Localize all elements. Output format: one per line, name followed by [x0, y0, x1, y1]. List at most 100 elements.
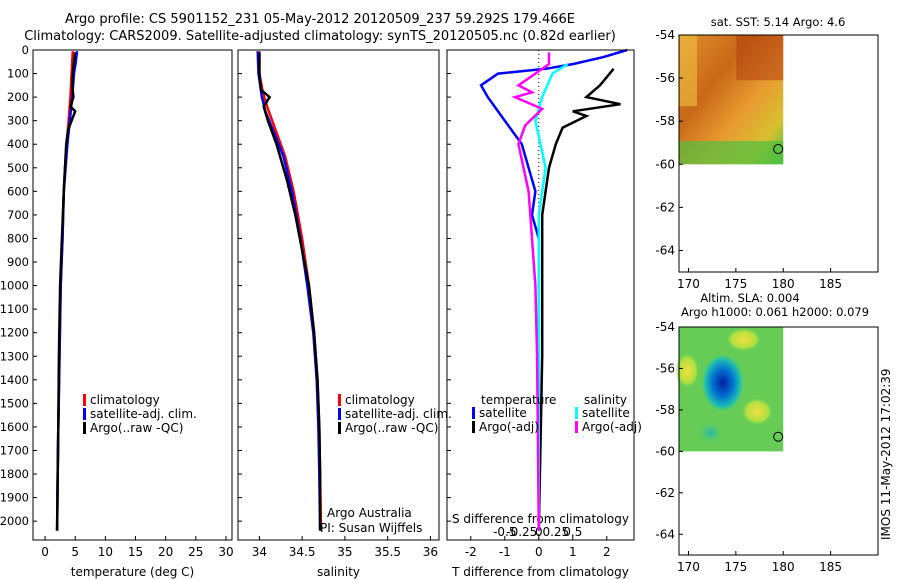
lat-tick-label: -60 — [655, 157, 675, 171]
sal-tick-label: 35.5 — [374, 545, 401, 559]
lon-tick-label: 170 — [677, 277, 700, 291]
sla-high-3 — [675, 352, 700, 389]
sst-map-axes — [678, 34, 879, 273]
depth-tick-label: 1000 — [0, 279, 29, 293]
lon-tick-label: 180 — [772, 560, 795, 574]
temperature-panel: 0100200300400500600700800900100011001200… — [0, 43, 234, 579]
depth-tick-label: 100 — [7, 67, 29, 81]
sal-legend-label-1: satellite-adj. clim. — [345, 407, 452, 421]
sal-tick-label: 34.5 — [289, 545, 316, 559]
sdiff-legend-swatch-1 — [575, 421, 578, 433]
sdiff-legend-swatch-0 — [575, 407, 578, 419]
lon-tick-label: 170 — [677, 560, 700, 574]
sst-map-panel: -54 -56 -58 -60 -62 -64 170 175 180 185 sat. SST: … — [655, 15, 879, 291]
lon-tick-label: 180 — [772, 277, 795, 291]
sal-legend-swatch-0 — [338, 394, 341, 406]
depth-tick-label: 1400 — [0, 373, 29, 387]
legend-temperature-title: temperature — [481, 393, 556, 407]
sla-map-axes — [678, 326, 879, 556]
tdiff-legend-swatch-1 — [472, 421, 475, 433]
tdiff-legend-swatch-0 — [472, 407, 475, 419]
sal-legend-label-0: climatology — [345, 393, 415, 407]
argo-position-marker — [773, 431, 784, 442]
lat-tick-label: -62 — [655, 486, 675, 500]
depth-tick-label: 1500 — [0, 396, 29, 410]
sst-patch — [679, 35, 697, 107]
sla-low — [700, 352, 745, 413]
sla-map-title: Altim. SLA: 0.004 — [700, 291, 799, 305]
difference-panel: -2 -1 0 1 2-0.5-0.250 0.250.5S difference fro… — [447, 48, 642, 579]
lat-tick-label: -62 — [655, 200, 675, 214]
argo-position-marker — [773, 144, 784, 155]
temp-tick-label: 5 — [71, 545, 79, 559]
temp-legend-swatch-0 — [83, 394, 86, 406]
tdiff-tick-label: -1 — [499, 545, 511, 559]
depth-tick-label: 200 — [7, 90, 29, 104]
temp-tick-label: 20 — [158, 545, 173, 559]
climatology-subtitle: Climatology: CARS2009. Satellite-adjuste… — [24, 29, 616, 44]
temp-tick-label: 0 — [41, 545, 49, 559]
tdiff-tick-label: 2 — [603, 545, 611, 559]
depth-tick-label: 800 — [7, 231, 29, 245]
sla-map-subtitle: Argo h1000: 0.061 h2000: 0.079 — [681, 305, 869, 319]
sdiff-legend-label-1: Argo(-adj) — [582, 420, 642, 434]
depth-tick-label: 600 — [7, 184, 29, 198]
lat-tick-label: -58 — [655, 114, 675, 128]
depth-tick-label: 1700 — [0, 443, 29, 457]
sdiff-tick-label: 0.5 — [563, 525, 582, 539]
tdiff-tick-label: 1 — [569, 545, 577, 559]
pi-label: PI: Susan Wijffels — [320, 521, 422, 535]
sal-legend-swatch-2 — [338, 422, 341, 434]
depth-tick-label: 500 — [7, 161, 29, 175]
sal-legend-label-2: Argo(..raw -QC) — [345, 421, 438, 435]
lat-tick-label: -54 — [655, 28, 675, 42]
sal-tick-label: 35 — [337, 545, 352, 559]
depth-tick-label: 700 — [7, 208, 29, 222]
tdiff-tick-label: -2 — [465, 545, 477, 559]
sla-high-1 — [725, 327, 762, 352]
depth-tick-label: 400 — [7, 137, 29, 151]
lat-tick-label: -56 — [655, 361, 675, 375]
lon-tick-label: 185 — [819, 560, 842, 574]
temp-tick-label: 30 — [218, 545, 233, 559]
sal-tick-label: 36 — [423, 545, 438, 559]
sdiff-tick-label: -0.5 — [493, 525, 516, 539]
sst-warm-patch — [736, 35, 784, 81]
sal-tick-label: 34 — [252, 545, 267, 559]
sdiff-tick-label: 0 — [535, 525, 543, 539]
sdiff-xlabel: S difference from climatology — [452, 512, 629, 526]
temp-legend-swatch-2 — [83, 422, 86, 434]
profile-title: Argo profile: CS 5901152_231 05-May-2012… — [65, 12, 575, 27]
series-line-0 — [479, 48, 628, 531]
tdiff-xlabel: T difference from climatology — [451, 565, 629, 579]
sal-legend-swatch-1 — [338, 408, 341, 420]
temperature-xlabel: temperature (deg C) — [71, 565, 194, 579]
series-line-2 — [55, 52, 77, 531]
depth-tick-label: 1300 — [0, 349, 29, 363]
lat-tick-label: -64 — [655, 243, 675, 257]
temp-tick-label: 15 — [128, 545, 143, 559]
legend-salinity-title: salinity — [584, 393, 627, 407]
tdiff-legend-label-1: Argo(-adj) — [479, 420, 539, 434]
salinity-axes — [237, 49, 440, 541]
sst-cool-patch — [679, 141, 784, 165]
sla-map-panel: -54 -56 -58 -60 -62 -64 170 175 180 185 Altim. SLA… — [655, 291, 879, 574]
side-stamp: IMOS 11-May-2012 17:02:39 — [879, 368, 893, 540]
lat-tick-label: -64 — [655, 527, 675, 541]
series-line-2 — [258, 52, 322, 531]
series-line-1 — [537, 68, 621, 531]
tdiff-tick-label: 0 — [535, 545, 543, 559]
depth-tick-label: 1900 — [0, 491, 29, 505]
depth-tick-label: 0 — [22, 43, 29, 57]
series-line-3 — [511, 52, 551, 531]
lat-tick-label: -58 — [655, 403, 675, 417]
lon-tick-label: 185 — [819, 277, 842, 291]
depth-tick-label: 300 — [7, 114, 29, 128]
difference-axes — [446, 49, 635, 541]
sla-mid — [696, 420, 725, 445]
depth-tick-label: 900 — [7, 255, 29, 269]
sdiff-legend-label-0: satellite — [582, 406, 630, 420]
salinity-panel: 34 34.5 35 35.5 36 salinity climatologysatelli… — [238, 49, 452, 579]
temperature-axes — [32, 49, 233, 541]
sdiff-tick-label: 0.25 — [542, 525, 569, 539]
